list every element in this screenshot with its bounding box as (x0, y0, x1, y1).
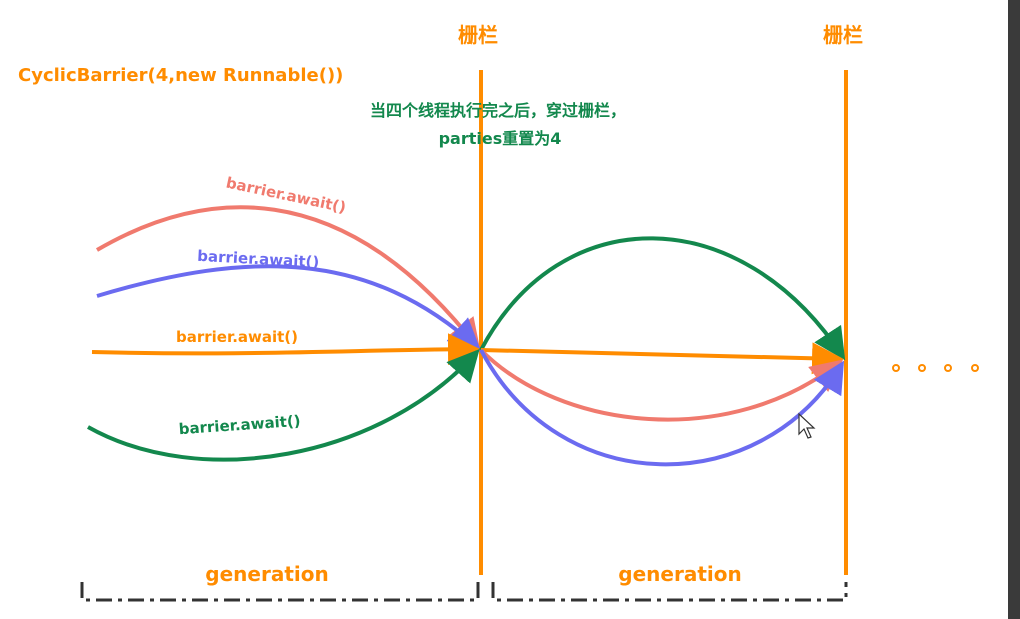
thread-curves (87, 205, 846, 467)
thread-curve (479, 236, 846, 361)
note-line: 当四个线程执行完之后，穿过栅栏， (370, 101, 626, 120)
bracket (80, 582, 480, 602)
barrier-label: 栅栏 (823, 23, 863, 47)
dot (918, 364, 926, 372)
ellipsis (892, 364, 979, 372)
thread-label: barrier.await() (176, 328, 298, 346)
dot (944, 364, 952, 372)
mouse-cursor (798, 412, 816, 439)
bracket (491, 582, 848, 602)
thread-curve (96, 264, 481, 351)
dot (971, 364, 979, 372)
thread-curve (95, 205, 481, 352)
thread-curve (87, 349, 480, 462)
thread-curve (479, 348, 844, 422)
thread-curve (480, 342, 844, 375)
thread-curve (91, 333, 480, 366)
generation-brackets (80, 582, 848, 602)
window-edge (1008, 0, 1020, 619)
dot (892, 364, 900, 372)
thread-curve (479, 349, 845, 467)
generation-label: generation (205, 562, 328, 586)
generation-label: generation (618, 562, 741, 586)
note-line: parties重置为4 (439, 129, 562, 148)
barrier-label: 栅栏 (458, 23, 498, 47)
title: CyclicBarrier(4,new Runnable()) (18, 65, 343, 86)
